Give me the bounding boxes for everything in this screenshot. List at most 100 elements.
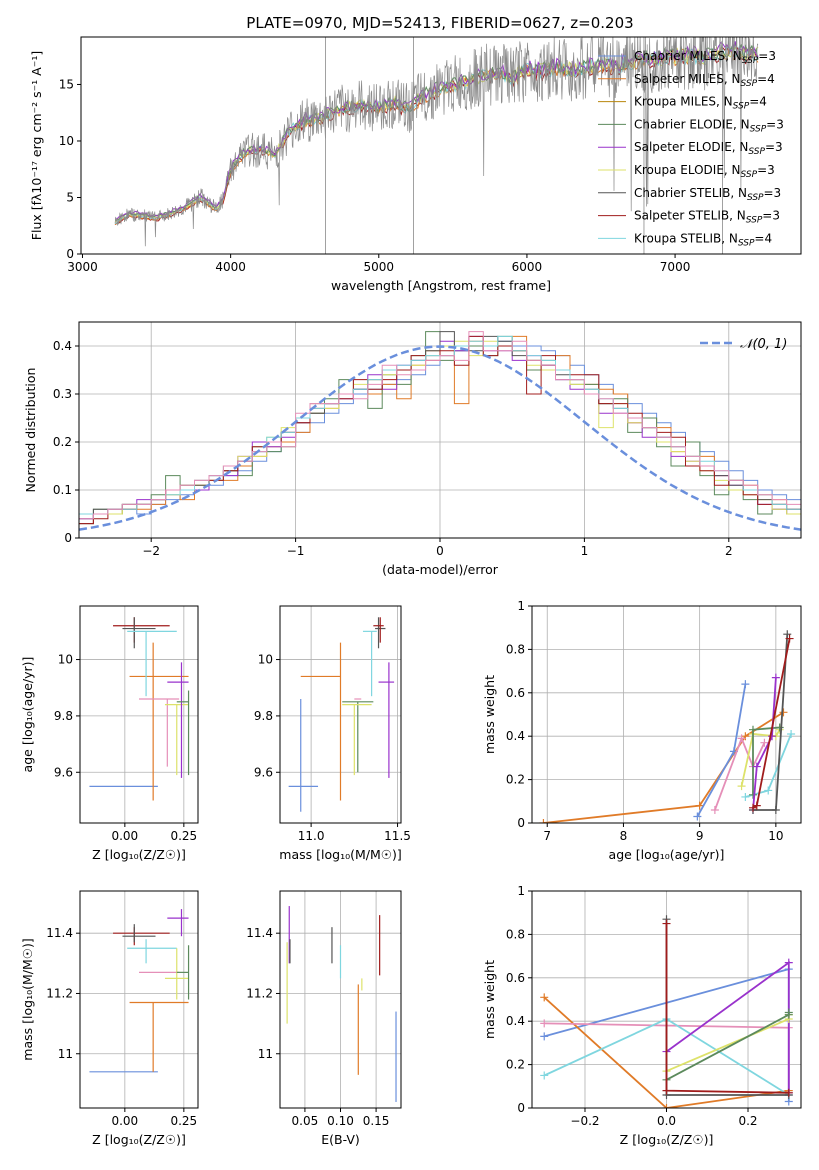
x-tick-label: 0.25 xyxy=(170,1114,197,1128)
legend-label-rest: =3 xyxy=(757,163,775,177)
y-tick-label: 1 xyxy=(517,884,525,898)
legend-subscript: SSP xyxy=(741,170,758,180)
x-tick-label: 8 xyxy=(620,829,628,843)
legend-label: Kroupa MILES, NSSP=4 xyxy=(634,95,767,112)
y-tick-label: 9.6 xyxy=(254,765,273,779)
plot-content xyxy=(89,617,190,801)
y-tick-label: 0.8 xyxy=(506,927,525,941)
y-tick-label: 15 xyxy=(59,77,74,91)
y-tick-label: 0.2 xyxy=(506,1058,525,1072)
x-axis-label: E(B-V) xyxy=(321,1132,360,1147)
histogram-series xyxy=(79,331,801,520)
weight-marker xyxy=(784,958,793,967)
weight-marker xyxy=(695,801,704,810)
errorbar-point xyxy=(378,662,395,778)
x-axis-label: Z [log₁₀(Z/Z☉)] xyxy=(92,847,186,862)
x-tick-label: 9 xyxy=(696,829,704,843)
y-tick-label: 11.2 xyxy=(246,986,273,1000)
x-axis-label: Z [log₁₀(Z/Z☉)] xyxy=(620,1132,714,1147)
y-tick-label: 11.2 xyxy=(46,986,73,1000)
y-tick-label: 10 xyxy=(59,134,74,148)
y-tick-label: 0.3 xyxy=(53,387,72,401)
weight-marker xyxy=(737,782,746,791)
errorbar-point xyxy=(300,642,342,801)
x-tick-label: 7 xyxy=(543,829,551,843)
x-tick-label: 6000 xyxy=(512,260,543,274)
errorbar-point xyxy=(122,617,156,649)
weight-marker xyxy=(748,790,757,799)
plot-content xyxy=(114,37,759,254)
weight-series xyxy=(693,680,750,821)
plot-content xyxy=(540,915,793,1108)
plot-mass-weight-vs-z: −0.2 0.0 0.2 0 0.2 0.4 0.6 0.8 1 Z [log₁₀(Z/Z☉)] m… xyxy=(482,884,802,1147)
y-tick-label: 0.2 xyxy=(506,773,525,787)
x-tick-label: 4000 xyxy=(215,260,246,274)
weight-line xyxy=(740,729,781,787)
y-tick-label: 0.4 xyxy=(506,1014,525,1028)
weight-marker xyxy=(752,801,761,810)
histogram-series xyxy=(79,335,801,525)
y-axis-label: mass [log₁₀(M/M☉)] xyxy=(20,938,35,1060)
histogram-series xyxy=(79,331,801,520)
errorbar-point xyxy=(164,948,189,1000)
figure-title: PLATE=0970, MJD=52413, FIBERID=0627, z=0… xyxy=(246,14,633,32)
histogram-series xyxy=(79,335,801,515)
x-tick-label: 0.2 xyxy=(738,1114,757,1128)
errorbar-point xyxy=(164,704,189,776)
weight-marker xyxy=(768,732,777,741)
plot-mass-vs-z: 0.00 0.25 11 11.2 11.4 Z [log₁₀(Z/Z☉)] mass [l… xyxy=(20,890,199,1147)
plot-residuals: −2 −1 0 1 2 0 0.1 0.2 0.3 0.4 (data-model)/error No… xyxy=(23,321,802,577)
legend-label-rest: =3 xyxy=(762,209,780,223)
weight-marker xyxy=(775,723,784,732)
weight-marker xyxy=(764,786,773,795)
weight-marker xyxy=(693,812,702,821)
plot-mass-weight-vs-age: 7 8 9 10 0 0.2 0.4 0.6 0.8 1 age [log₁₀(age/yr)] ma… xyxy=(482,599,802,862)
weight-marker xyxy=(662,1086,671,1095)
x-tick-label: 0.05 xyxy=(292,1114,319,1128)
x-axis-label: age [log₁₀(age/yr)] xyxy=(609,847,725,862)
legend-label-rest: =4 xyxy=(749,95,767,109)
observed-spectrum-line xyxy=(114,37,759,247)
plot-content xyxy=(288,617,395,812)
weight-marker xyxy=(737,734,746,743)
weight-marker xyxy=(710,805,719,814)
plot-age-vs-mass: 11.0 11.5 9.6 9.8 10 mass [log₁₀(M/M☉)] xyxy=(254,605,411,862)
y-tick-label: 0.6 xyxy=(506,971,525,985)
weight-marker xyxy=(540,1019,549,1028)
y-tick-label: 11 xyxy=(258,1047,273,1061)
legend-label-rest: =4 xyxy=(754,231,772,245)
weight-marker xyxy=(784,1088,793,1097)
x-tick-label: 1 xyxy=(581,544,589,558)
errorbar-point xyxy=(113,617,170,643)
y-tick-label: 0 xyxy=(517,816,525,830)
weight-line xyxy=(714,735,766,811)
y-tick-label: 0.2 xyxy=(53,435,72,449)
y-tick-label: 5 xyxy=(66,190,74,204)
weight-marker xyxy=(787,730,796,739)
legend-label: Chabrier ELODIE, NSSP=3 xyxy=(634,117,784,134)
legend: 𝒩(0, 1) xyxy=(700,337,787,352)
legend-label-rest: =3 xyxy=(764,186,782,200)
y-tick-label: 0 xyxy=(64,531,72,545)
x-axis-label: (data-model)/error xyxy=(382,562,499,577)
weight-marker xyxy=(785,634,794,643)
y-tick-label: 0.8 xyxy=(506,642,525,656)
y-axis-label: mass weight xyxy=(482,960,497,1039)
weight-marker xyxy=(771,673,780,682)
legend-subscript: SSP xyxy=(742,56,759,66)
weight-marker xyxy=(752,762,761,771)
x-tick-label: 0 xyxy=(436,544,444,558)
legend-subscript: SSP xyxy=(738,238,755,248)
legend: Chabrier MILES, NSSP=3 Salpeter MILES, NS… xyxy=(598,49,784,248)
weight-series xyxy=(662,919,793,1097)
legend-label: 𝒩(0, 1) xyxy=(740,337,787,352)
y-tick-label: 9.6 xyxy=(54,765,73,779)
legend-label-rest: =3 xyxy=(765,140,783,154)
axes-frame xyxy=(279,605,402,824)
x-tick-label: 0.15 xyxy=(363,1114,390,1128)
weight-series xyxy=(748,723,784,799)
legend-label: Kroupa ELODIE, NSSP=3 xyxy=(634,163,775,180)
histogram-series xyxy=(79,335,801,525)
